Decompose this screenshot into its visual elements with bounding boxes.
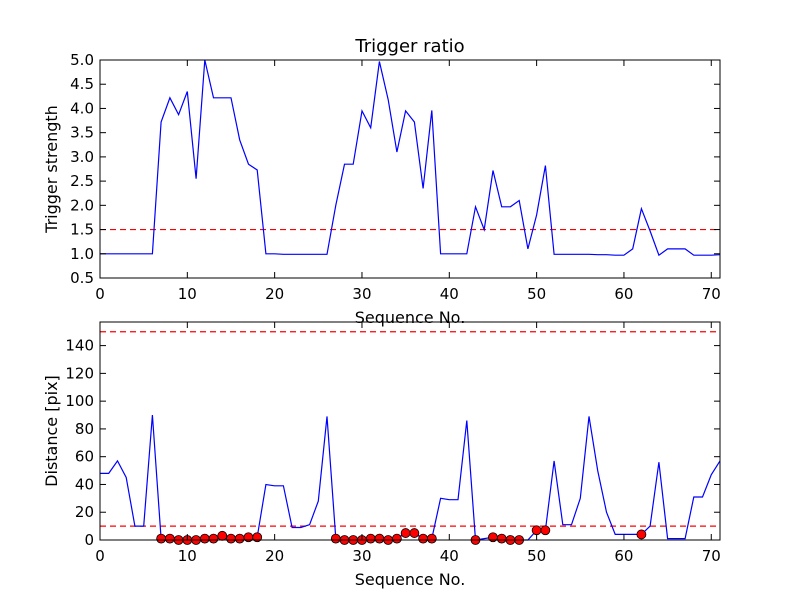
data-point [636, 529, 647, 540]
y-tick-label: 4.5 [70, 75, 94, 93]
x-axis-label: Sequence No. [355, 308, 466, 327]
x-tick-label: 50 [527, 547, 546, 565]
x-tick-label: 0 [95, 285, 105, 303]
data-point [252, 532, 263, 543]
series-line [100, 414, 721, 541]
y-tick-label: 1.5 [70, 221, 94, 239]
y-tick-label: 100 [65, 392, 94, 410]
y-tick-label: 0.5 [70, 269, 94, 287]
y-tick-label: 3.0 [70, 148, 94, 166]
data-point [365, 533, 376, 544]
x-tick-label: 40 [440, 547, 459, 565]
y-tick-label: 4.0 [70, 99, 94, 117]
y-tick-label: 2.5 [70, 172, 94, 190]
y-tick-label: 20 [75, 503, 94, 521]
trigger-ratio-plot: 0 10 20 30 40 50 60 70 0.5 1.0 1.5 2.0 2.5 3.0 3.5 4.0 4… [42, 36, 721, 327]
distance-plot: 0 10 20 30 40 50 60 70 0 20 40 60 80 100 120 140 Sequenc… [42, 321, 721, 589]
data-point [374, 533, 385, 544]
data-point [226, 533, 236, 544]
x-tick-label: 0 [95, 547, 105, 565]
y-tick-label: 1.0 [70, 245, 94, 263]
data-point [392, 533, 402, 544]
data-point [540, 525, 551, 536]
y-tick-label: 2.0 [70, 196, 94, 214]
y-tick-label: 140 [65, 337, 94, 355]
data-point [426, 533, 437, 544]
data-point [156, 533, 167, 544]
y-tick-label: 120 [65, 364, 94, 382]
plot-frame [99, 321, 721, 541]
x-tick-label: 10 [178, 547, 197, 565]
y-tick-label: 5.0 [70, 51, 94, 69]
data-point [234, 533, 245, 544]
y-axis-label: Trigger strength [42, 105, 61, 234]
plot-frame [99, 59, 721, 279]
x-tick-label: 10 [178, 285, 197, 303]
x-tick-label: 50 [527, 285, 546, 303]
x-tick-label: 30 [352, 547, 371, 565]
data-point [496, 533, 507, 544]
data-point [418, 533, 428, 544]
data-point [531, 525, 542, 536]
x-tick-label: 40 [440, 285, 459, 303]
y-tick-label: 60 [75, 448, 94, 466]
y-axis-label: Distance [pix] [42, 375, 61, 487]
x-tick-label: 20 [265, 547, 284, 565]
data-point [330, 533, 341, 544]
x-tick-label: 20 [265, 285, 284, 303]
data-point [199, 533, 210, 544]
x-axis-label: Sequence No. [355, 570, 466, 589]
y-tick-label: 3.5 [70, 124, 94, 142]
y-tick-label: 40 [75, 475, 94, 493]
chart-title: Trigger ratio [354, 36, 464, 57]
data-point [409, 528, 420, 538]
y-tick-label: 80 [75, 420, 94, 438]
data-point [217, 530, 228, 541]
y-tick-label: 0 [84, 531, 94, 549]
data-point [164, 533, 175, 544]
x-tick-label: 60 [614, 547, 633, 565]
x-tick-label: 60 [614, 285, 633, 303]
data-point [208, 533, 219, 544]
x-tick-label: 70 [702, 547, 721, 565]
x-tick-label: 70 [702, 285, 721, 303]
data-point [400, 528, 411, 538]
series-line [100, 59, 721, 257]
x-tick-label: 30 [352, 285, 371, 303]
